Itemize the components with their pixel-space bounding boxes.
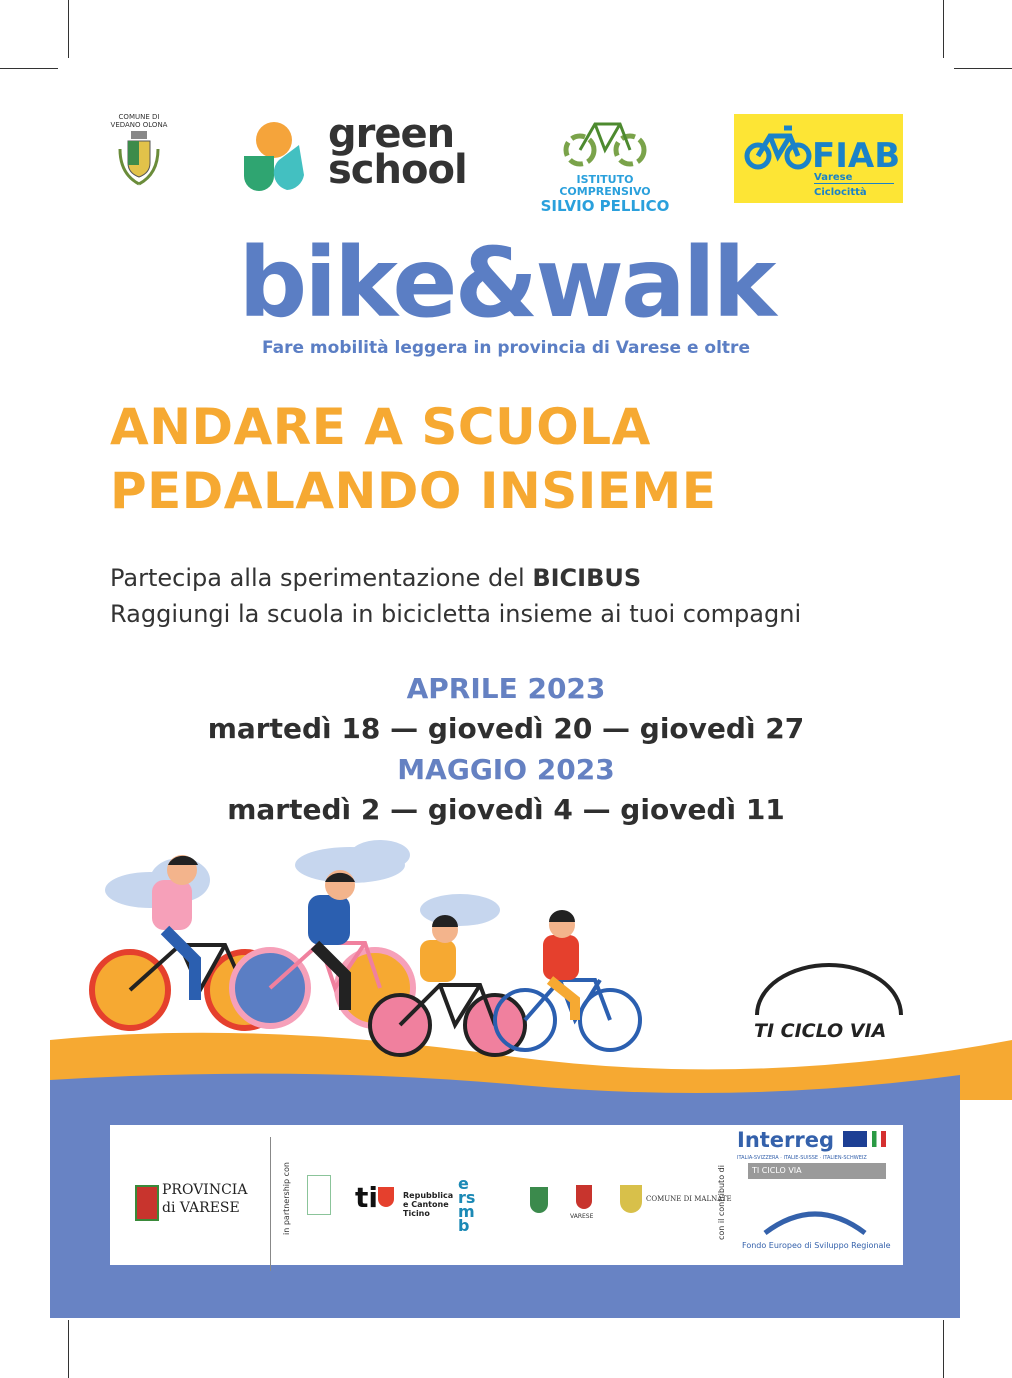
provincia-line1: PROVINCIA	[162, 1182, 248, 1198]
bicibus-label: BICIBUS	[532, 564, 642, 592]
green-school-logo: green school	[242, 114, 468, 199]
interreg-arc-icon	[763, 1211, 867, 1235]
fondo-label: Fondo Europeo di Sviluppo Regionale	[742, 1241, 891, 1250]
ticiclovia-arc	[755, 963, 903, 1016]
regional-park-logo	[307, 1175, 331, 1215]
comune-crest-icon	[530, 1187, 548, 1213]
divider	[270, 1137, 271, 1271]
dates-april: martedì 18 — giovedì 20 — giovedì 27	[207, 712, 805, 745]
interreg-project: TI CICLO VIA	[748, 1163, 886, 1179]
crop-mark	[68, 1320, 69, 1378]
malnate-label: COMUNE DI MALNATE	[646, 1195, 732, 1203]
bike-boy	[493, 910, 642, 1052]
intro-line2: Raggiungi la scuola in bicicletta insiem…	[110, 600, 802, 628]
bike-girl	[368, 915, 527, 1057]
provincia-line2: di VARESE	[162, 1200, 240, 1216]
varese-label: VARESE	[570, 1213, 594, 1220]
crop-mark	[954, 68, 1012, 69]
malnate-crest-icon	[620, 1185, 642, 1213]
ersmb-logo: ersmb	[458, 1174, 476, 1235]
dates-may: martedì 2 — giovedì 4 — giovedì 11	[227, 793, 785, 826]
crop-mark	[0, 68, 58, 69]
comune-vedano-logo: COMUNE DI VEDANO OLONA	[106, 113, 172, 193]
partners-box: PROVINCIA di VARESE in partnership con t…	[110, 1125, 903, 1271]
fiab-name: FIAB	[812, 136, 901, 176]
crop-mark	[943, 1320, 944, 1378]
intro: Partecipa alla sperimentazione del BICIB…	[110, 560, 801, 632]
bike-dad	[229, 870, 416, 1029]
recycle-bike-icon	[563, 122, 647, 167]
interreg-logo: Interreg	[737, 1128, 835, 1152]
bike-walk-title: bike&walk	[238, 227, 777, 339]
eu-flag-icon	[843, 1131, 867, 1147]
varese-crest-icon	[576, 1185, 592, 1209]
green-school-icon	[244, 122, 304, 191]
headline-line2: PEDALANDO INSIEME	[110, 462, 717, 520]
istituto-line1: ISTITUTO COMPRENSIVO	[559, 173, 651, 198]
bike-walk-subtitle: Fare mobilità leggera in provincia di Va…	[262, 338, 750, 358]
ticino-logo: ti	[355, 1181, 394, 1214]
fiab-logo: FIAB Varese Ciclocittà	[734, 114, 903, 203]
month-april: APRILE 2023	[406, 672, 606, 705]
bicycle-icon	[744, 125, 812, 170]
green-school-word1: green	[328, 111, 455, 157]
headline: ANDARE A SCUOLA PEDALANDO INSIEME	[110, 395, 716, 523]
partnership-label: in partnership con	[282, 1162, 291, 1235]
provincia-crest-icon	[135, 1185, 159, 1221]
ticino-label: Repubblica e Cantone Ticino	[403, 1191, 454, 1218]
interreg-subtitle: ITALIA-SVIZZERA · ITALIE-SUISSE · ITALIE…	[737, 1155, 867, 1161]
comune-name: COMUNE DI VEDANO OLONA	[110, 113, 168, 129]
fiab-city: Varese	[814, 172, 894, 184]
month-may: MAGGIO 2023	[397, 753, 615, 786]
provincia-logo: PROVINCIA di VARESE	[162, 1181, 247, 1217]
intro-line1: Partecipa alla sperimentazione del	[110, 564, 533, 592]
crop-mark	[68, 0, 69, 58]
ticiclovia-logo: TI CICLO VIA	[754, 1020, 887, 1042]
green-school-word2: school	[328, 147, 468, 193]
italy-flag-icon	[872, 1131, 886, 1147]
headline-line1: ANDARE A SCUOLA	[110, 398, 651, 456]
contributo-label: con il contributo di	[717, 1165, 726, 1240]
fiab-ciclocitta: Ciclocittà	[814, 187, 867, 198]
istituto-logo: ISTITUTO COMPRENSIVO SILVIO PELLICO	[540, 114, 670, 214]
crop-mark	[943, 0, 944, 58]
istituto-line2: SILVIO PELLICO	[540, 197, 670, 215]
coat-of-arms-icon	[118, 131, 160, 186]
